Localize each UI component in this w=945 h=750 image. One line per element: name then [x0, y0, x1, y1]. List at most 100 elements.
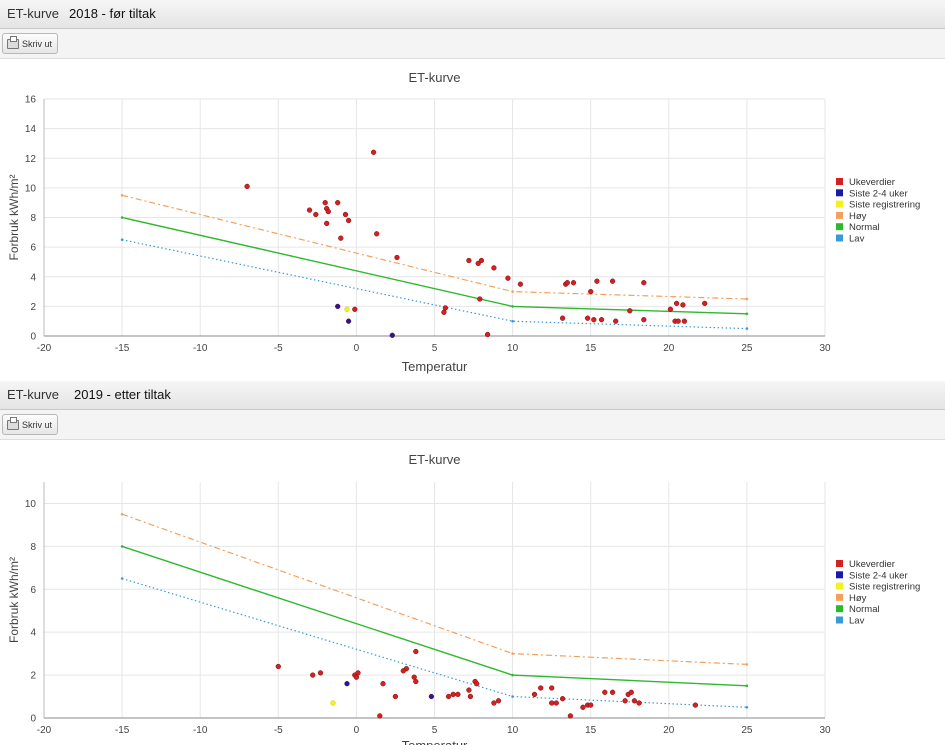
y-tick-label: 16 [25, 95, 37, 106]
point-ukeverdier [613, 318, 619, 324]
x-tick-label: 0 [354, 725, 360, 736]
point-ukeverdier [478, 257, 485, 264]
point-ukeverdier [413, 678, 419, 685]
legend-swatch-ukeverdier [836, 560, 843, 567]
point-ukeverdier [445, 693, 452, 700]
chart-title: ET-kurve [408, 70, 460, 85]
point-ukeverdier [594, 278, 600, 284]
legend-swatch-siste-registrering [836, 200, 843, 208]
series-vertex-lav [120, 238, 124, 242]
legend-label-normal: Normal [849, 222, 880, 233]
point-ukeverdier [636, 700, 642, 706]
x-tick-label: -15 [115, 343, 130, 354]
legend-label-ukeverdier: Ukeverdier [849, 177, 895, 188]
x-tick-label: 30 [819, 725, 831, 736]
legend-label-normal: Normal [849, 604, 880, 615]
point-ukeverdier [641, 317, 647, 323]
x-tick-label: 20 [663, 343, 675, 354]
legend-swatch-hoy [836, 211, 843, 219]
point-ukeverdier [602, 689, 608, 695]
series-vertex-hoy [745, 663, 749, 666]
bottom-subtitle: 2019 - etter tiltak [74, 387, 171, 402]
point-ukeverdier [342, 211, 349, 218]
point-ukeverdier [455, 691, 461, 698]
series-vertex-hoy [511, 652, 514, 655]
point-ukeverdier [324, 220, 330, 227]
x-tick-label: 0 [354, 343, 360, 354]
point-ukeverdier [352, 306, 358, 312]
point-siste-registrering [330, 700, 336, 706]
top-et-chart: ET-kurve -20 -15 -10 -5 0 5 10 15 20 25 30 0 2 4 6 8 10 12… [7, 70, 920, 374]
y-axis-label: Forbruk kWh/m² [7, 174, 21, 260]
y-tick-label: 4 [30, 628, 36, 639]
x-tick-label: 10 [507, 725, 519, 736]
series-vertex-normal [120, 216, 124, 219]
point-siste-2-4-uker [428, 693, 435, 700]
point-ukeverdier [680, 302, 686, 308]
point-ukeverdier [495, 698, 502, 704]
bottom-print-button[interactable]: Skriv ut [2, 414, 59, 435]
point-ukeverdier [244, 183, 250, 190]
point-ukeverdier [591, 317, 597, 323]
point-ukeverdier [553, 700, 559, 706]
point-ukeverdier [306, 207, 313, 213]
y-tick-label: 6 [30, 585, 36, 596]
point-ukeverdier [588, 702, 594, 708]
legend-label-ukeverdier: Ukeverdier [849, 559, 895, 570]
legend-swatch-lav [836, 234, 843, 242]
y-tick-label: 10 [25, 499, 37, 510]
point-ukeverdier [491, 700, 497, 706]
series-vertex-normal [745, 684, 749, 688]
x-tick-label: 10 [507, 343, 519, 354]
point-ukeverdier [403, 666, 410, 672]
point-ukeverdier [559, 315, 566, 321]
point-ukeverdier [702, 300, 708, 307]
x-tick-label: -15 [115, 725, 130, 736]
x-tick-label: 15 [585, 725, 597, 736]
top-print-button[interactable]: Skriv ut [2, 33, 59, 54]
point-ukeverdier [598, 317, 605, 323]
legend-swatch-ukeverdier [836, 178, 843, 185]
point-ukeverdier [345, 217, 352, 224]
series-vertex-normal [511, 673, 514, 677]
top-app-label: ET-kurve [7, 6, 60, 21]
point-ukeverdier [450, 691, 456, 698]
y-tick-label: 0 [30, 714, 36, 725]
y-tick-label: 14 [25, 124, 37, 135]
point-ukeverdier [692, 702, 699, 708]
legend-label-siste-2-4-uker: Siste 2-4 uker [849, 570, 908, 581]
top-subtitle: 2018 - før tiltak [69, 6, 156, 21]
point-ukeverdier [466, 257, 472, 264]
legend-swatch-siste-registrering [836, 582, 843, 590]
legend-label-siste-2-4-uker: Siste 2-4 uker [849, 188, 908, 199]
printer-icon [7, 35, 19, 49]
point-siste-2-4-uker [389, 332, 395, 338]
point-ukeverdier [380, 681, 386, 687]
series-vertex-normal [511, 305, 514, 308]
point-ukeverdier [484, 331, 491, 338]
point-ukeverdier [275, 663, 281, 670]
point-ukeverdier [394, 254, 400, 261]
point-ukeverdier [667, 306, 674, 312]
point-ukeverdier [681, 318, 688, 324]
point-ukeverdier [322, 200, 328, 206]
y-tick-label: 6 [30, 243, 36, 254]
point-ukeverdier [310, 672, 316, 678]
point-ukeverdier [477, 296, 483, 302]
point-ukeverdier [622, 698, 628, 704]
legend-swatch-lav [836, 616, 843, 624]
x-tick-label: 20 [663, 725, 675, 736]
point-ukeverdier [313, 211, 319, 218]
point-ukeverdier [370, 149, 377, 155]
point-siste-2-4-uker [335, 303, 341, 310]
point-ukeverdier [517, 281, 524, 287]
point-ukeverdier [413, 648, 419, 655]
y-tick-label: 8 [30, 213, 36, 224]
point-ukeverdier [673, 300, 680, 307]
legend-label-siste-registrering: Siste registrering [849, 200, 920, 211]
bottom-title-bar: ET-kurve 2019 - etter tiltak [0, 381, 945, 410]
printer-icon [7, 416, 19, 430]
point-ukeverdier [549, 700, 555, 706]
point-ukeverdier [631, 698, 638, 704]
